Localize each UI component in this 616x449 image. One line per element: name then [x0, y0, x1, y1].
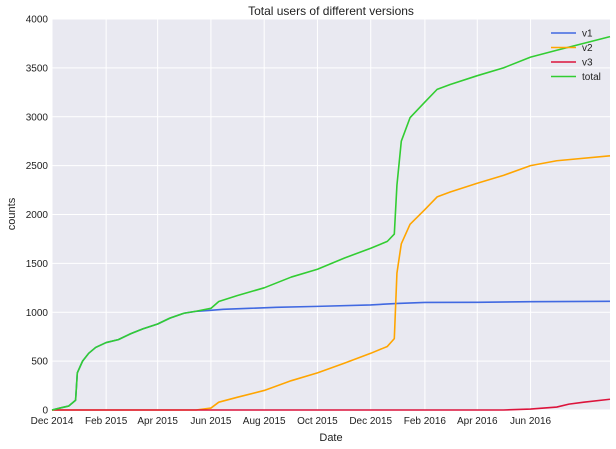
legend-label-v2: v2 [582, 43, 593, 54]
y-axis: 0 500 1000 1500 2000 2500 3000 3500 4000 [26, 15, 49, 417]
y-axis-label: counts [6, 197, 18, 230]
legend: v1 v2 v3 total [551, 29, 601, 83]
x-tick-label: Jun 2016 [510, 416, 552, 427]
series-line-total [51, 35, 611, 411]
y-tick-label: 1000 [26, 308, 49, 319]
x-tick-label: Aug 2015 [243, 416, 286, 427]
x-axis: Dec 2014 Feb 2015 Apr 2015 Jun 2015 Aug 2015… [31, 416, 552, 427]
y-tick-label: 500 [31, 357, 48, 368]
series-lines [51, 35, 611, 411]
legend-label-total: total [582, 72, 601, 83]
x-axis-label: Date [319, 432, 342, 444]
x-tick-label: Apr 2015 [137, 416, 178, 427]
gridlines [51, 18, 610, 411]
y-tick-label: 3000 [26, 112, 49, 123]
x-tick-label: Feb 2016 [404, 416, 447, 427]
legend-label-v1: v1 [582, 29, 593, 40]
x-tick-label: Dec 2014 [31, 416, 74, 427]
y-tick-label: 4000 [26, 15, 49, 26]
x-tick-label: Jun 2015 [190, 416, 232, 427]
y-tick-label: 1500 [26, 259, 49, 270]
x-tick-label: Feb 2015 [85, 416, 128, 427]
y-tick-label: 3500 [26, 63, 49, 74]
chart-title: Total users of different versions [248, 4, 414, 18]
x-tick-label: Dec 2015 [349, 416, 392, 427]
x-tick-label: Apr 2016 [457, 416, 498, 427]
x-tick-label: Oct 2015 [297, 416, 338, 427]
series-line-v3 [52, 398, 611, 411]
series-line-v2 [52, 155, 611, 411]
legend-label-v3: v3 [582, 58, 593, 69]
y-tick-label: 0 [42, 406, 48, 417]
y-tick-label: 2000 [26, 210, 49, 221]
y-tick-label: 2500 [26, 161, 49, 172]
